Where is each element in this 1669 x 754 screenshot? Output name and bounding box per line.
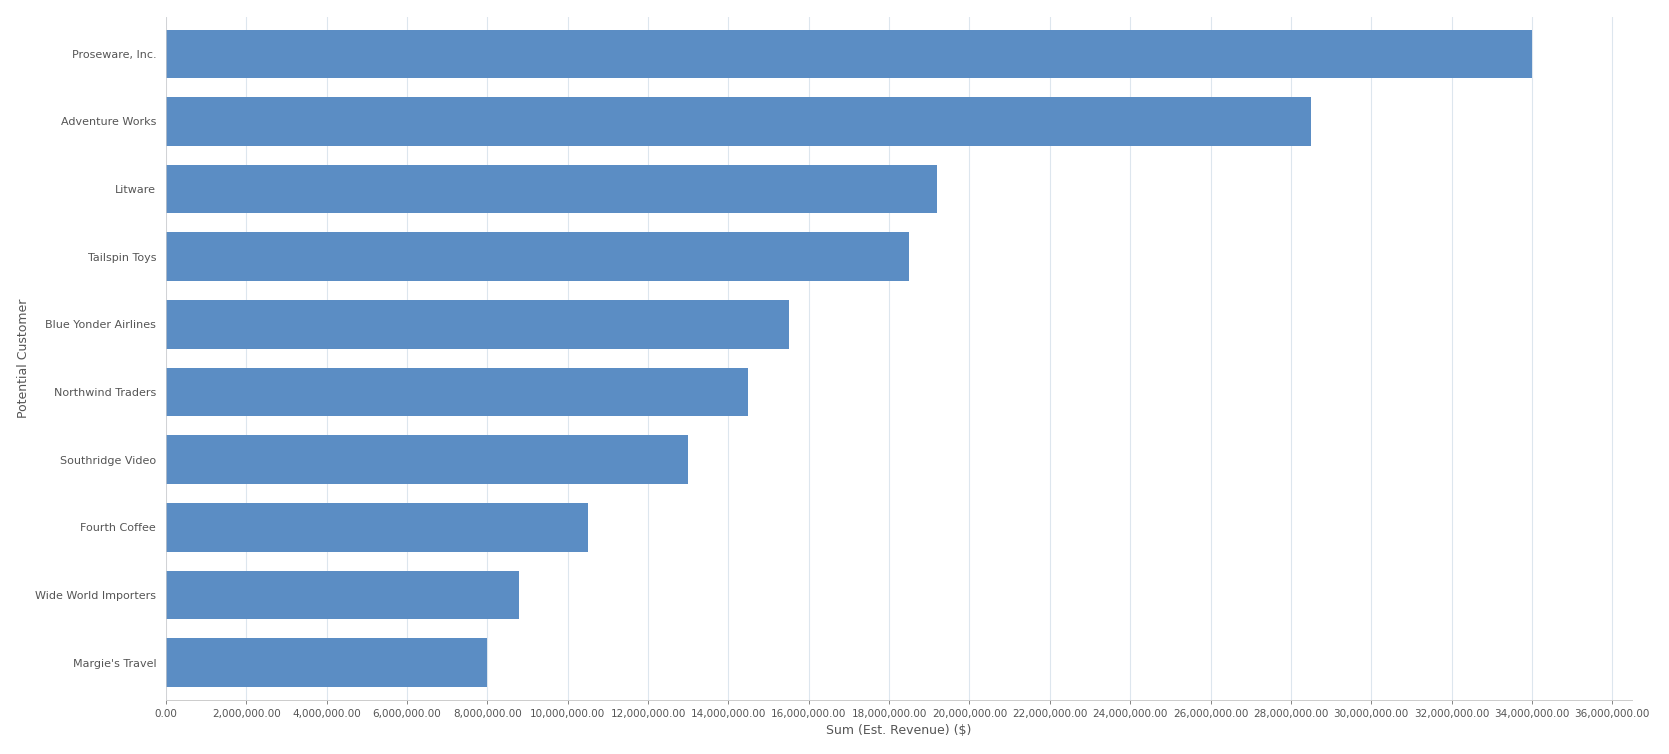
Bar	[165, 571, 519, 619]
Bar	[165, 165, 938, 213]
Bar	[165, 97, 1310, 146]
Bar	[165, 638, 487, 687]
Bar	[165, 232, 910, 281]
Bar	[165, 435, 688, 484]
Bar	[165, 368, 748, 416]
X-axis label: Sum (Est. Revenue) ($): Sum (Est. Revenue) ($)	[826, 725, 971, 737]
Y-axis label: Potential Customer: Potential Customer	[17, 299, 30, 418]
Bar	[165, 503, 587, 552]
Bar	[165, 300, 789, 349]
Bar	[165, 29, 1532, 78]
